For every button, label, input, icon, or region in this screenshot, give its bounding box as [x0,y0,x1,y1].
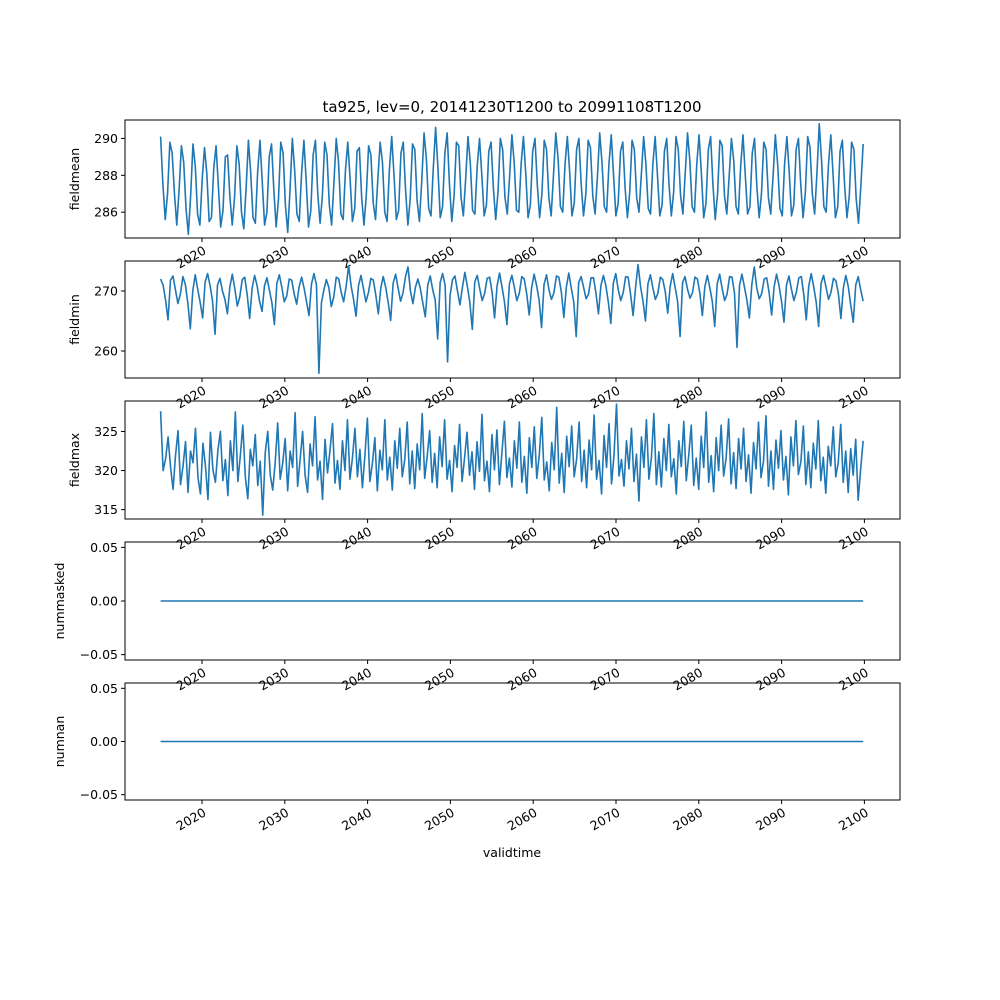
fieldmean-y-tick-label: 290 [94,131,118,146]
fieldmean-y-axis-label: fieldmean [67,148,82,210]
nummasked-y-axis-label: nummasked [52,563,67,640]
numnan-y-tick-label: 0.05 [90,681,118,696]
numnan-y-axis-label: numnan [52,716,67,768]
numnan-y-tick-label: −0.05 [80,787,118,802]
fieldmin-y-tick-label: 270 [94,284,118,299]
fieldmin-axes-frame [124,260,901,379]
nummasked-y-tick-label: 0.00 [90,594,118,609]
fieldmin-series-line [159,263,864,375]
nummasked-y-tick-label: −0.05 [80,647,118,662]
fieldmin-y-axis-label: fieldmin [67,294,82,345]
numnan-y-tick-label: 0.00 [90,734,118,749]
fieldmax-y-tick-label: 315 [94,502,118,517]
fieldmean-axes-frame [124,119,901,239]
x-axis-label: validtime [483,845,541,860]
fieldmean-y-tick-label: 286 [94,205,118,220]
fieldmax-y-tick-label: 320 [94,463,118,478]
fieldmean-series-line [159,122,864,236]
fieldmean-y-tick-label: 288 [94,168,118,183]
nummasked-y-tick-label: 0.05 [90,540,118,555]
fieldmax-axes-frame [124,400,901,520]
fieldmax-y-tick-label: 325 [94,424,118,439]
fieldmin-y-tick-label: 260 [94,344,118,359]
fieldmax-series-line [159,403,864,516]
fieldmax-y-axis-label: fieldmax [67,433,82,487]
figure-title: ta925, lev=0, 20141230T1200 to 20991108T… [322,98,701,116]
